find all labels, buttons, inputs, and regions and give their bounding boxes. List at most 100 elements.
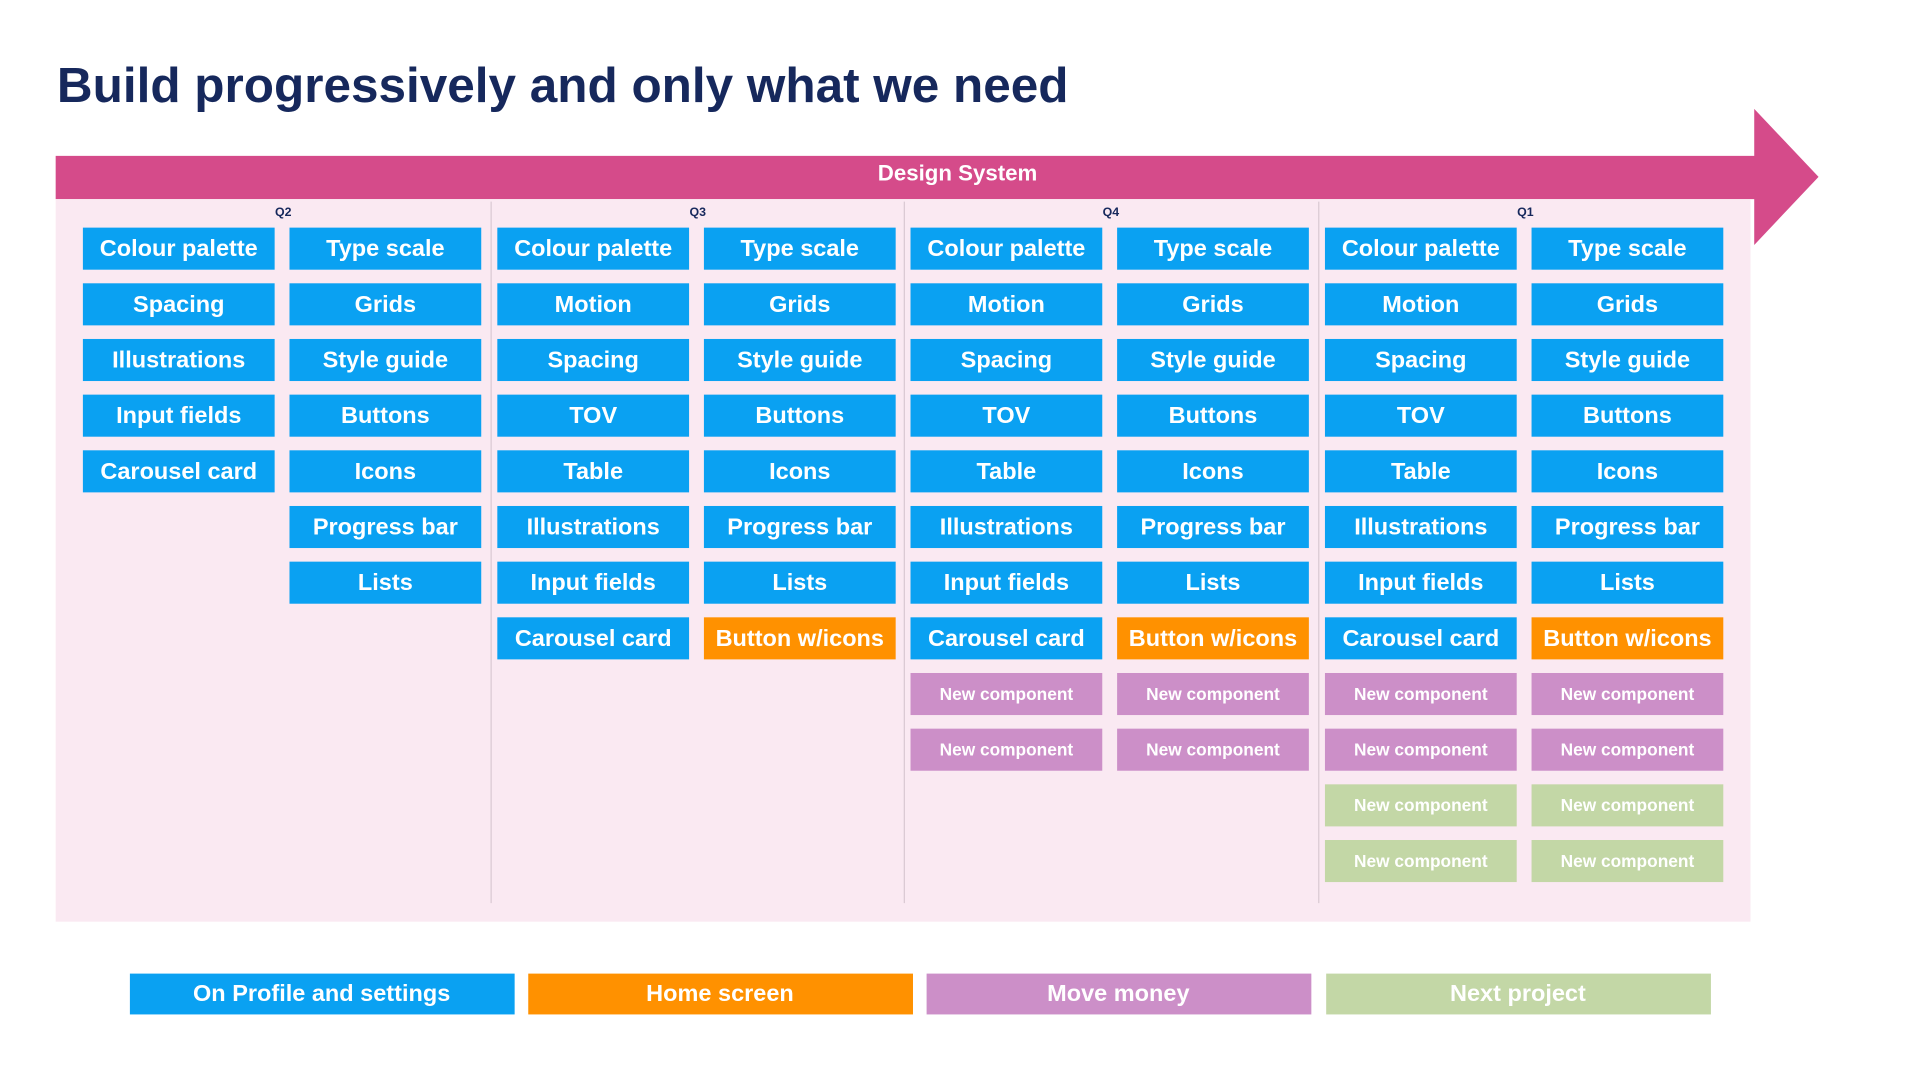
component-label: New component xyxy=(1354,851,1488,871)
component-label: Table xyxy=(977,458,1037,484)
component-box xyxy=(703,617,896,660)
legend-label: Home screen xyxy=(646,980,794,1006)
component-label: Progress bar xyxy=(1555,513,1700,539)
component-box xyxy=(1531,840,1724,883)
component-label: Illustrations xyxy=(940,513,1073,539)
component-box xyxy=(289,227,482,270)
component-box xyxy=(497,617,690,660)
component-label: New component xyxy=(940,740,1074,760)
component-box xyxy=(1531,394,1724,437)
component-box xyxy=(703,338,896,382)
component-box xyxy=(497,394,690,437)
legend-swatch xyxy=(528,973,913,1015)
component-label: Buttons xyxy=(755,402,844,428)
component-box xyxy=(910,505,1103,549)
component-label: Icons xyxy=(355,458,416,484)
component-box xyxy=(1324,505,1517,549)
legend-label: Move money xyxy=(1047,980,1189,1006)
component-box xyxy=(1531,728,1724,771)
component-box xyxy=(82,394,275,437)
component-label: Grids xyxy=(769,291,830,317)
component-box xyxy=(1117,728,1309,771)
component-box xyxy=(1324,283,1517,326)
component-label: Illustrations xyxy=(112,346,245,372)
component-box xyxy=(910,227,1103,270)
component-label: Table xyxy=(563,458,623,484)
component-label: New component xyxy=(1561,851,1695,871)
component-label: Progress bar xyxy=(1140,513,1285,539)
component-label: New component xyxy=(1354,740,1488,760)
component-box xyxy=(82,283,275,326)
component-box xyxy=(1324,450,1517,493)
component-label: Progress bar xyxy=(313,513,458,539)
component-label: Carousel card xyxy=(515,625,672,651)
component-box xyxy=(1324,840,1517,883)
component-label: Button w/icons xyxy=(716,625,884,651)
component-box xyxy=(1117,450,1309,493)
component-box xyxy=(497,283,690,326)
component-label: Lists xyxy=(1600,569,1655,595)
legend-swatch xyxy=(129,973,515,1015)
component-label: TOV xyxy=(569,402,617,428)
component-box xyxy=(1324,728,1517,771)
component-label: Colour palette xyxy=(100,235,258,261)
component-box xyxy=(1531,561,1724,604)
component-box xyxy=(289,338,482,382)
component-label: Icons xyxy=(1182,458,1243,484)
component-label: TOV xyxy=(982,402,1030,428)
component-box xyxy=(703,561,896,604)
component-box xyxy=(1324,672,1517,716)
quarter-label: Q2 xyxy=(275,205,292,219)
component-label: Icons xyxy=(1597,458,1658,484)
component-box xyxy=(289,505,482,549)
component-label: Type scale xyxy=(1154,235,1272,261)
component-label: Style guide xyxy=(1565,346,1690,372)
component-label: Style guide xyxy=(1150,346,1275,372)
component-label: Motion xyxy=(1382,291,1459,317)
component-label: New component xyxy=(1561,795,1695,815)
component-label: Carousel card xyxy=(928,625,1085,651)
component-label: Illustrations xyxy=(527,513,660,539)
component-box xyxy=(703,283,896,326)
quarter-label: Q3 xyxy=(689,205,706,219)
component-label: Progress bar xyxy=(727,513,872,539)
component-label: TOV xyxy=(1397,402,1445,428)
component-label: Motion xyxy=(555,291,632,317)
component-label: New component xyxy=(1146,684,1280,704)
legend-swatch xyxy=(1326,973,1711,1015)
component-label: Carousel card xyxy=(100,458,257,484)
component-box xyxy=(910,283,1103,326)
legend-swatch xyxy=(926,973,1312,1015)
component-label: Buttons xyxy=(1169,402,1258,428)
component-box xyxy=(910,617,1103,660)
component-box xyxy=(1531,227,1724,270)
component-label: Lists xyxy=(772,569,827,595)
component-box xyxy=(1531,338,1724,382)
component-box xyxy=(1117,227,1309,270)
component-box xyxy=(1531,450,1724,493)
component-label: Table xyxy=(1391,458,1451,484)
component-label: Spacing xyxy=(133,291,224,317)
component-box xyxy=(1324,561,1517,604)
component-label: Icons xyxy=(769,458,830,484)
component-box xyxy=(910,338,1103,382)
component-box xyxy=(703,227,896,270)
component-box xyxy=(1117,617,1309,660)
component-label: Lists xyxy=(1186,569,1241,595)
component-label: Style guide xyxy=(737,346,862,372)
component-box xyxy=(910,728,1103,771)
component-label: Input fields xyxy=(944,569,1069,595)
component-box xyxy=(497,561,690,604)
component-box xyxy=(497,338,690,382)
component-label: Type scale xyxy=(326,235,444,261)
component-box xyxy=(1117,561,1309,604)
component-label: Style guide xyxy=(323,346,448,372)
component-box xyxy=(497,450,690,493)
component-box xyxy=(82,338,275,382)
component-label: Grids xyxy=(1597,291,1658,317)
component-box xyxy=(289,561,482,604)
component-box xyxy=(1117,394,1309,437)
component-box xyxy=(1531,672,1724,716)
